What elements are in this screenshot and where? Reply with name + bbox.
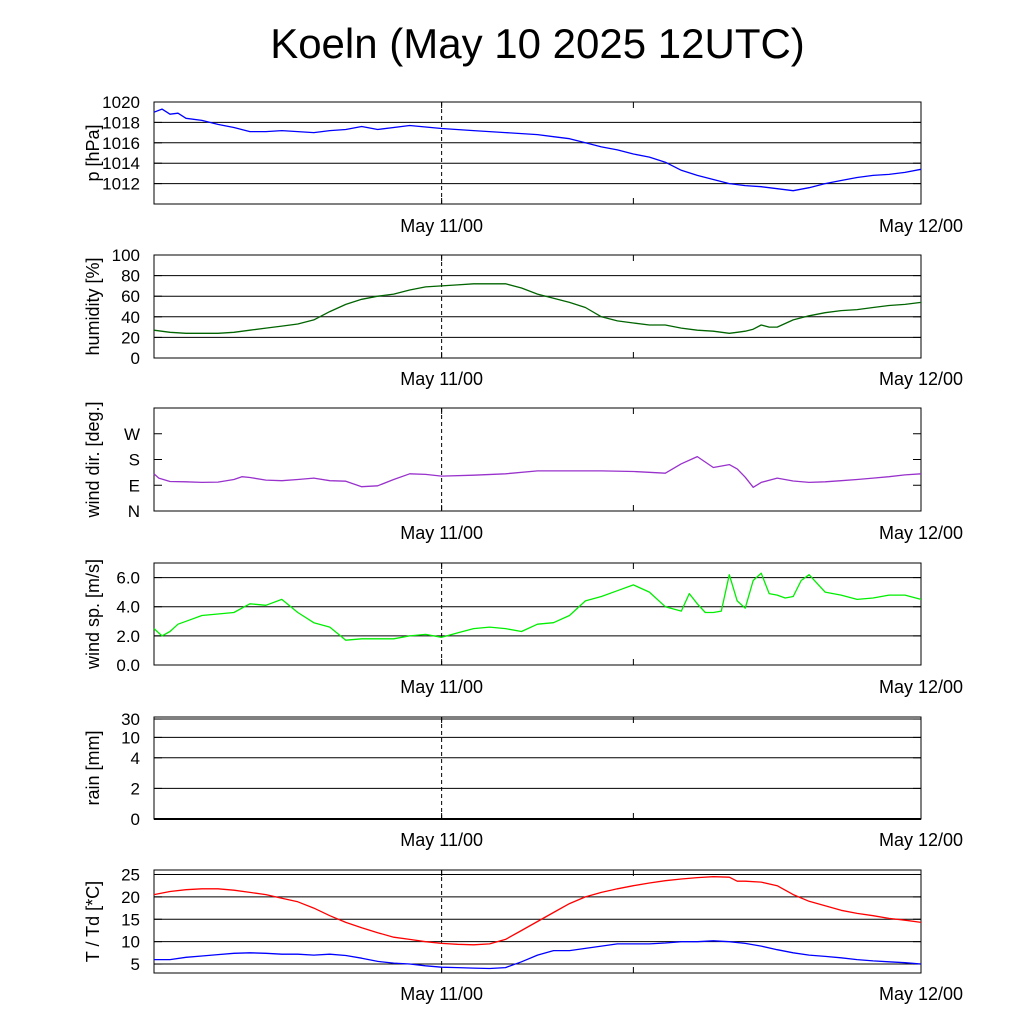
y-tick-label: 1018 <box>102 113 140 132</box>
plot-frame <box>153 716 922 820</box>
y-tick-label: E <box>129 476 140 495</box>
x-tick-label: May 11/00 <box>400 369 483 389</box>
x-tick-label: May 12/00 <box>879 216 963 236</box>
y-tick-label: 30 <box>121 710 140 729</box>
y-tick-label: 0 <box>131 349 140 368</box>
y-axis-label: p [hPa] <box>83 124 103 181</box>
series-line <box>153 876 922 946</box>
y-axis-label: wind dir. [deg.] <box>83 401 103 518</box>
y-tick-label: 6.0 <box>116 569 140 588</box>
y-tick-label: 20 <box>121 328 140 347</box>
y-tick-label: 5 <box>131 955 140 974</box>
series-line <box>153 455 922 488</box>
x-tick-label: May 11/00 <box>400 830 483 850</box>
x-tick-label: May 12/00 <box>879 523 963 543</box>
plot-frame <box>153 254 922 359</box>
x-tick-label: May 11/00 <box>400 216 483 236</box>
y-tick-label: 2.0 <box>116 627 140 646</box>
x-tick-label: May 12/00 <box>879 677 963 697</box>
x-tick-label: May 11/00 <box>400 984 483 1004</box>
y-tick-label: 0 <box>131 810 140 829</box>
x-tick-label: May 12/00 <box>879 369 963 389</box>
y-axis-label: wind sp. [m/s] <box>83 559 103 670</box>
y-tick-label: W <box>124 425 140 444</box>
plot-frame <box>153 101 922 205</box>
y-tick-label: 20 <box>121 888 140 907</box>
panel-wind-speed: 0.0 2.0 4.0 6.0 wind sp. [m/s] May 11/00 May 1… <box>83 559 963 697</box>
y-axis-label: humidity [%] <box>83 257 103 355</box>
series-line <box>153 108 922 192</box>
y-tick-label: 100 <box>112 246 140 265</box>
x-tick-label: May 11/00 <box>400 523 483 543</box>
panel-temperature: 5 10 15 20 25 T / Td [*C] May 11/00 May 12/00 <box>83 865 963 1004</box>
plot-frame <box>153 562 922 666</box>
y-tick-label: 4 <box>131 749 140 768</box>
x-tick-label: May 12/00 <box>879 984 963 1004</box>
y-tick-label: N <box>128 502 140 521</box>
y-tick-label: S <box>129 451 140 470</box>
chart-title: Koeln (May 10 2025 12UTC) <box>270 20 805 67</box>
y-tick-label: 1014 <box>102 154 140 173</box>
series-line <box>153 283 922 334</box>
series-line <box>154 940 922 970</box>
y-tick-label: 15 <box>121 910 140 929</box>
y-tick-label: 80 <box>121 267 140 286</box>
y-tick-label: 10 <box>121 933 140 952</box>
y-tick-label: 40 <box>121 308 140 327</box>
y-tick-label: 25 <box>121 865 140 884</box>
x-tick-label: May 11/00 <box>400 677 483 697</box>
y-tick-label: 1020 <box>102 93 140 112</box>
y-tick-label: 1016 <box>102 134 140 153</box>
y-axis-label: rain [mm] <box>83 730 103 805</box>
y-tick-label: 2 <box>131 779 140 798</box>
x-tick-label: May 12/00 <box>879 830 963 850</box>
y-tick-label: 0.0 <box>116 656 140 675</box>
y-tick-label: 4.0 <box>116 598 140 617</box>
y-tick-label: 10 <box>121 728 140 747</box>
plot-frame <box>153 869 922 974</box>
y-tick-label: 60 <box>121 287 140 306</box>
y-tick-label: 1012 <box>102 175 140 194</box>
series-line <box>153 572 922 641</box>
y-axis-label: T / Td [*C] <box>83 881 103 962</box>
plot-frame <box>153 407 922 512</box>
